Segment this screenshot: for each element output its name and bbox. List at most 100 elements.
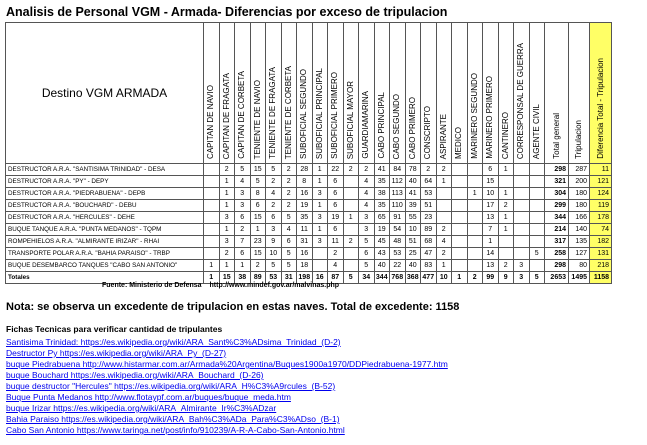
cell: 19	[327, 211, 344, 224]
cell	[451, 235, 468, 248]
link[interactable]: buque Irizar https://es.wikipedia.org/wi…	[6, 403, 277, 413]
cell: 14	[482, 247, 499, 260]
cell	[466, 235, 483, 248]
cell: 1	[497, 187, 514, 200]
cell: 4	[358, 187, 375, 200]
cell: 11	[296, 223, 313, 236]
column-header: TENIENTE DE NAVIO	[249, 22, 266, 164]
cell: 40	[404, 175, 421, 188]
column-header: Diferencia Total - Tripulacion	[589, 22, 612, 164]
cell: 5	[358, 259, 375, 272]
source-url[interactable]: http://www.mindef.gov.ar/malvinas.php	[209, 282, 340, 289]
cell: 68	[420, 235, 437, 248]
cell: 2653	[544, 271, 569, 284]
column-header: ASPIRANTE	[435, 22, 452, 164]
cell: 6	[327, 175, 344, 188]
cell: 1	[311, 199, 328, 212]
cell: 4	[327, 259, 344, 272]
table-row: TRANSPORTE POLAR A.R.A. "BAHIA PARAISO" …	[5, 247, 612, 260]
cell: 3	[265, 223, 282, 236]
column-header-text: CABO SEGUNDO	[392, 93, 402, 159]
cell: 74	[589, 223, 612, 236]
cell: 91	[389, 211, 406, 224]
row-label: DESTRUCTOR A.R.A. "PIEDRABUENA" - DEPB	[5, 187, 204, 200]
cell: 1	[311, 175, 328, 188]
column-header-text: Diferencia Total - Tripulacion	[595, 58, 605, 159]
cell: 2	[234, 223, 251, 236]
cell: 1	[311, 163, 328, 176]
cell: 39	[404, 199, 421, 212]
cell: 2	[280, 163, 297, 176]
cell	[528, 187, 545, 200]
cell: 51	[420, 199, 437, 212]
table-row: DESTRUCTOR A.R.A. "HERCULES" - DEHE 3 6 15 6…	[5, 211, 612, 224]
cell: 200	[568, 175, 590, 188]
cell: 5	[342, 271, 359, 284]
table-row: Totales 1 15 38 89 53 31 198 16 87 5 34 344 768 368 477…	[5, 271, 612, 284]
column-header: SUBOFICIAL PRINCIPAL	[311, 22, 328, 164]
cell: 1	[311, 223, 328, 236]
link[interactable]: buque destructor "Hercules" https://es.w…	[6, 381, 336, 391]
column-header-text: ASPIRANTE	[438, 113, 448, 159]
cell	[435, 187, 452, 200]
cell	[528, 211, 545, 224]
cell	[528, 259, 545, 272]
cell: 477	[420, 271, 437, 284]
cell: 2	[342, 235, 359, 248]
cell: 299	[544, 199, 569, 212]
column-header: MARINERO PRIMERO	[482, 22, 499, 164]
column-header-text: GUARDIAMARINA	[361, 91, 371, 159]
table-row: ROMPEHIELOS A.R.A. "ALMIRANTE IRIZAR" - …	[5, 235, 612, 248]
cell: 2	[497, 259, 514, 272]
link[interactable]: Buque Punta Medanos http://www.flotaypf.…	[6, 392, 291, 402]
cell: 3	[358, 211, 375, 224]
cell: 1	[218, 187, 235, 200]
column-header-text: TENIENTE DE NAVIO	[252, 79, 262, 159]
cell: 2	[249, 259, 266, 272]
cell	[435, 199, 452, 212]
cell: 22	[389, 259, 406, 272]
cell: 121	[589, 175, 612, 188]
cell: 28	[296, 163, 313, 176]
link[interactable]: Bahia Paraiso https://es.wikipedia.org/w…	[6, 414, 340, 424]
cell: 135	[568, 235, 590, 248]
cell: 166	[568, 211, 590, 224]
cell: 4	[435, 235, 452, 248]
cell: 344	[373, 271, 390, 284]
link[interactable]: Destructor Py https://es.wikipedia.org/w…	[6, 348, 227, 358]
source-label: Fuente: Ministerio de Defensa	[102, 282, 202, 289]
cell: 3	[513, 271, 530, 284]
link[interactable]: Santisima Trinidad: https://es.wikipedia…	[6, 337, 341, 347]
cell: 321	[544, 175, 569, 188]
link[interactable]: Cabo San Antonio https://www.taringa.net…	[6, 425, 345, 435]
links: Santisima Trinidad: https://es.wikipedia…	[6, 337, 448, 436]
row-label: BUQUE DESEMBARCO TANQUES "CABO SAN ANTON…	[5, 259, 204, 272]
cell: 55	[404, 211, 421, 224]
cell: 10	[482, 187, 499, 200]
cell: 124	[589, 187, 612, 200]
cell: 317	[544, 235, 569, 248]
column-header-text: CONSCRIPTO	[423, 105, 433, 159]
cell: 2	[342, 163, 359, 176]
column-header-text: SUBOFICIAL PRINCIPAL	[314, 67, 324, 159]
column-header-text: AGENTE CIVIL	[531, 103, 541, 159]
cell	[342, 223, 359, 236]
cell: 178	[589, 211, 612, 224]
cell: 6	[327, 187, 344, 200]
row-label: DESTRUCTOR A.R.A. "SANTISIMA TRINIDAD" -…	[5, 163, 204, 176]
row-label: BUQUE TANQUE A.R.A. "PUNTA MEDANOS" - TQ…	[5, 223, 204, 236]
cell	[466, 175, 483, 188]
cell: 2	[358, 163, 375, 176]
column-header: SUBOFICIAL SEGUNDO	[296, 22, 313, 164]
link[interactable]: buque Piedrabuena http://www.histarmar.c…	[6, 359, 448, 369]
cell: 11	[589, 163, 612, 176]
cell: 3	[218, 235, 235, 248]
cell: 2	[280, 187, 297, 200]
cell	[435, 211, 452, 224]
cell: 2	[327, 247, 344, 260]
link[interactable]: buque Bouchard https://es.wikipedia.org/…	[6, 370, 264, 380]
cell: 1	[203, 259, 220, 272]
cell	[451, 211, 468, 224]
row-label: Totales	[5, 271, 204, 284]
cell: 6	[234, 211, 251, 224]
